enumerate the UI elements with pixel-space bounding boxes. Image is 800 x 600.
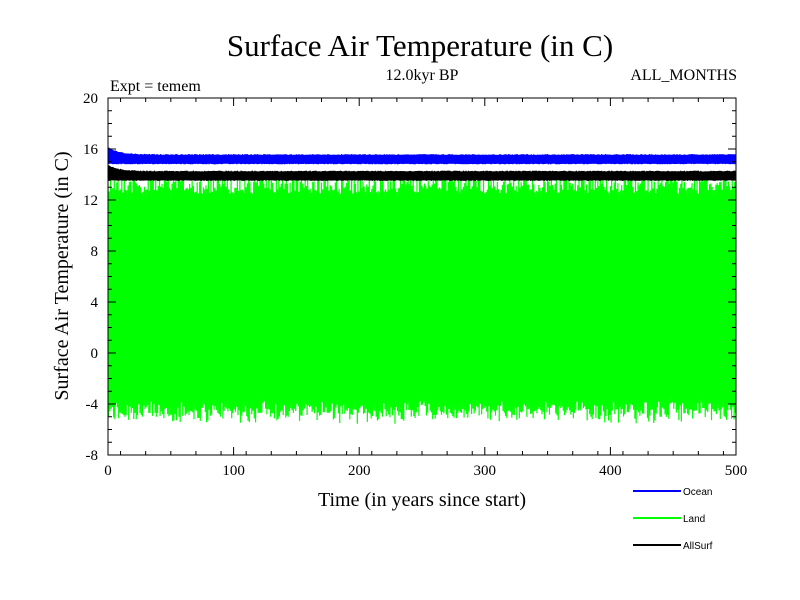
series-ocean-line (108, 147, 736, 165)
y-tick-label: 8 (91, 244, 99, 260)
y-tick-label: -8 (86, 448, 99, 464)
legend: Ocean Land AllSurf (633, 487, 713, 552)
legend-ocean-label: Ocean (683, 487, 712, 498)
legend-allsurf-label: AllSurf (683, 541, 713, 552)
series-land-line (108, 174, 736, 424)
y-tick-label: -4 (86, 397, 99, 413)
x-tick-label: 0 (104, 463, 112, 479)
x-tick-label: 100 (222, 463, 245, 479)
y-tick-label: 4 (91, 295, 99, 311)
months-label: ALL_MONTHS (630, 67, 737, 84)
y-axis-label: Surface Air Temperature (in C) (51, 151, 73, 400)
y-tick-label: 12 (83, 193, 98, 209)
y-tick-label: 16 (83, 142, 99, 158)
series-layer (108, 147, 736, 424)
axis-layer: 0 100 200 300 400 500 -8 -4 0 4 8 12 16 20 (83, 91, 747, 479)
x-tick-label: 200 (348, 463, 371, 479)
chart-title: Surface Air Temperature (in C) (227, 28, 613, 63)
x-axis-label: Time (in years since start) (318, 489, 526, 511)
expt-label: Expt = temem (110, 78, 201, 95)
y-tick-label: 0 (91, 346, 99, 362)
x-tick-label: 400 (599, 463, 622, 479)
x-tick-label: 300 (474, 463, 497, 479)
y-tick-label: 20 (83, 91, 98, 107)
legend-land-label: Land (683, 514, 705, 525)
chart-subtitle: 12.0kyr BP (386, 67, 459, 84)
series-allsurf-line (108, 165, 736, 181)
x-tick-label: 500 (725, 463, 748, 479)
